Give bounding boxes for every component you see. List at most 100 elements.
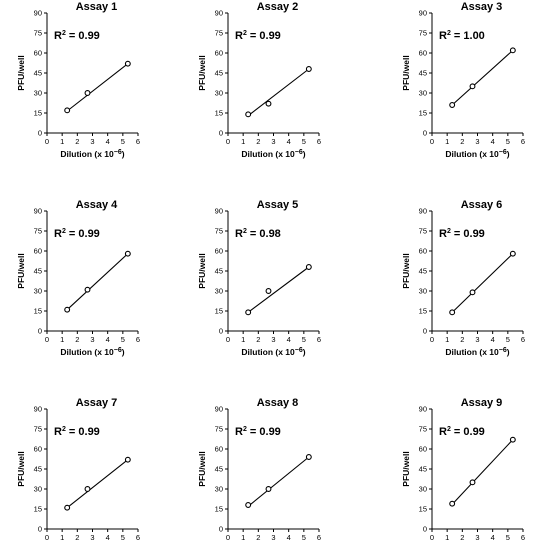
data-point <box>509 47 516 54</box>
x-tick-label: 3 <box>90 533 94 542</box>
r-squared-label: R2 = 0.99 <box>235 426 281 438</box>
y-tick-label: 15 <box>419 505 427 514</box>
x-tick-label: 3 <box>90 137 94 146</box>
y-tick-label: 30 <box>215 287 223 296</box>
y-tick-label: 75 <box>34 227 42 236</box>
panel-title: Assay 7 <box>76 397 118 409</box>
x-tick-label: 0 <box>45 533 49 542</box>
y-tick-label: 75 <box>34 29 42 38</box>
data-point <box>305 454 312 460</box>
x-tick-label: 5 <box>506 533 510 542</box>
x-axis-label: Dilution (x 10−6) <box>60 347 124 357</box>
x-tick-label: 6 <box>317 533 321 542</box>
y-tick-label: 90 <box>215 207 223 216</box>
x-tick-label: 6 <box>136 137 140 146</box>
y-tick-label: 45 <box>419 267 427 276</box>
y-tick-label: 90 <box>34 405 42 414</box>
y-tick-label: 75 <box>215 227 223 236</box>
y-tick-label: 45 <box>34 69 42 78</box>
data-point <box>124 250 131 257</box>
y-axis-label: PFU/well <box>401 55 411 90</box>
x-tick-label: 4 <box>287 335 291 344</box>
regression-line <box>66 253 129 311</box>
y-tick-label: 15 <box>34 505 42 514</box>
x-tick-label: 1 <box>241 137 245 146</box>
y-tick-label: 15 <box>215 505 223 514</box>
regression-line <box>247 68 310 117</box>
r-squared-label: R2 = 0.99 <box>439 228 485 240</box>
x-tick-label: 3 <box>475 137 479 146</box>
y-tick-label: 15 <box>419 109 427 118</box>
x-tick-label: 2 <box>256 533 260 542</box>
data-point <box>124 60 131 67</box>
y-tick-label: 45 <box>419 465 427 474</box>
y-axis-label: PFU/well <box>16 253 26 288</box>
y-tick-label: 0 <box>38 129 42 138</box>
r-squared-label: R2 = 0.99 <box>235 30 281 42</box>
x-axis-label: Dilution (x 10−6) <box>241 149 305 159</box>
x-tick-label: 6 <box>317 137 321 146</box>
data-point <box>245 502 252 508</box>
x-tick-label: 2 <box>75 533 79 542</box>
y-tick-label: 15 <box>34 307 42 316</box>
x-tick-label: 4 <box>287 137 291 146</box>
y-tick-label: 60 <box>34 49 42 58</box>
data-point <box>64 107 71 114</box>
y-tick-label: 30 <box>419 89 427 98</box>
x-tick-label: 1 <box>60 137 64 146</box>
regression-line <box>247 266 310 313</box>
x-tick-label: 0 <box>45 335 49 344</box>
r-squared-label: R2 = 0.98 <box>235 228 281 240</box>
data-point <box>449 102 456 108</box>
y-tick-label: 45 <box>34 267 42 276</box>
data-point <box>84 486 91 492</box>
y-tick-label: 90 <box>34 207 42 216</box>
data-point <box>469 83 476 90</box>
y-tick-label: 75 <box>419 227 427 236</box>
y-tick-label: 90 <box>215 405 223 414</box>
y-tick-label: 0 <box>219 129 223 138</box>
x-tick-label: 6 <box>136 335 140 344</box>
r-squared-label: R2 = 0.99 <box>54 426 100 438</box>
y-tick-label: 0 <box>219 525 223 534</box>
x-tick-label: 1 <box>445 533 449 542</box>
x-tick-label: 3 <box>271 533 275 542</box>
y-tick-label: 45 <box>215 69 223 78</box>
x-tick-label: 3 <box>475 335 479 344</box>
regression-line <box>247 456 310 507</box>
x-tick-label: 3 <box>90 335 94 344</box>
y-axis-label: PFU/well <box>401 451 411 486</box>
regression-line <box>451 49 514 106</box>
data-point <box>449 309 456 316</box>
x-tick-label: 0 <box>226 533 230 542</box>
x-tick-label: 4 <box>106 335 110 344</box>
y-tick-label: 75 <box>34 425 42 434</box>
x-tick-label: 1 <box>445 137 449 146</box>
regression-line <box>66 63 129 112</box>
r-squared-label: R2 = 0.99 <box>54 30 100 42</box>
x-tick-label: 6 <box>317 335 321 344</box>
y-tick-label: 0 <box>38 327 42 336</box>
x-tick-label: 2 <box>460 533 464 542</box>
y-tick-label: 60 <box>419 49 427 58</box>
panel-title: Assay 4 <box>76 199 118 211</box>
y-tick-label: 0 <box>423 129 427 138</box>
y-tick-label: 30 <box>215 89 223 98</box>
y-axis-label: PFU/well <box>16 451 26 486</box>
y-axis-label: PFU/well <box>401 253 411 288</box>
x-tick-label: 4 <box>491 137 495 146</box>
panel-title: Assay 6 <box>461 199 503 211</box>
data-point <box>509 436 516 443</box>
x-tick-label: 5 <box>302 335 306 344</box>
y-tick-label: 30 <box>34 485 42 494</box>
x-tick-label: 0 <box>226 335 230 344</box>
x-tick-label: 0 <box>430 533 434 542</box>
y-tick-label: 90 <box>419 9 427 18</box>
data-point <box>509 250 516 257</box>
y-tick-label: 60 <box>34 445 42 454</box>
x-tick-label: 5 <box>506 335 510 344</box>
data-point <box>449 500 456 507</box>
